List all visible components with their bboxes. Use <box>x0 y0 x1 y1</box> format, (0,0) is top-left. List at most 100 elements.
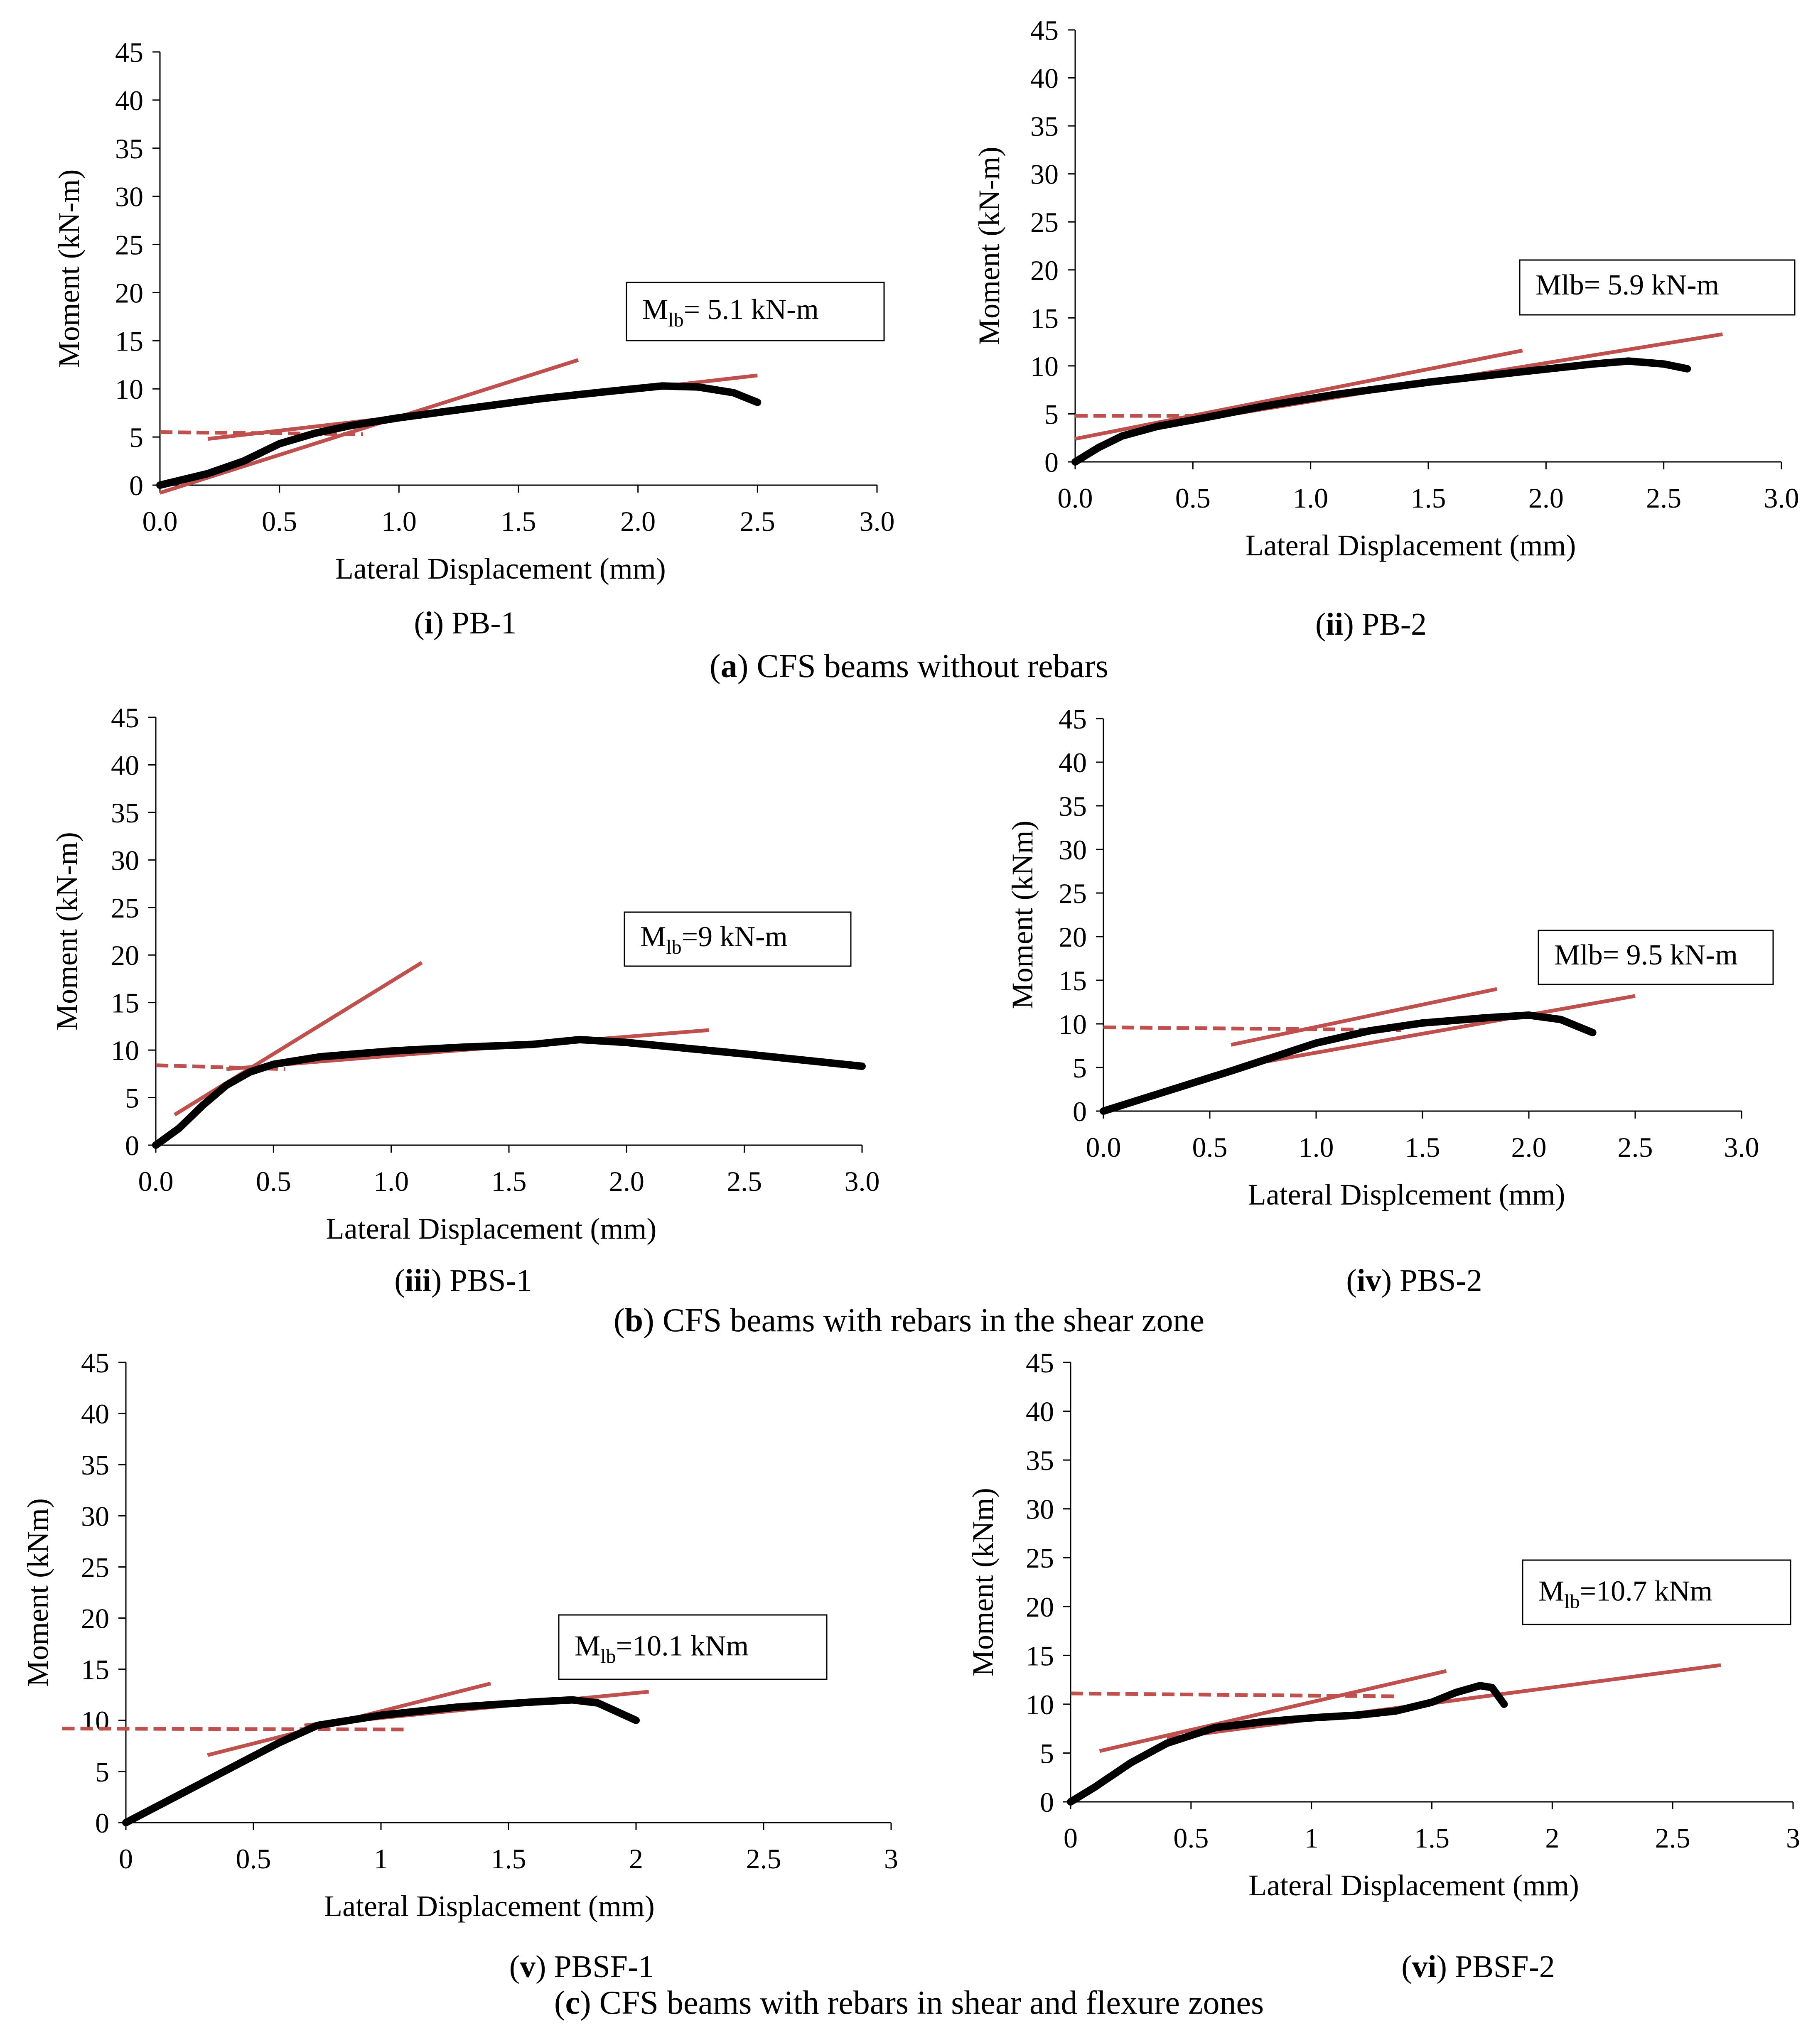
test-curve <box>152 1035 866 1149</box>
x-tick-label: 1.0 <box>373 1166 409 1197</box>
y-axis-label: Moment (kNm) <box>21 1498 54 1687</box>
x-tick-label: 1.5 <box>1414 1822 1449 1854</box>
x-tick-label: 3.0 <box>1764 482 1799 514</box>
y-tick-label: 30 <box>1030 159 1059 190</box>
x-tick-label: 3.0 <box>845 1166 880 1197</box>
y-tick-label: 40 <box>1026 1396 1054 1428</box>
x-tick-label: 2.5 <box>1655 1822 1690 1854</box>
x-tick-label: 2.5 <box>727 1166 762 1197</box>
y-tick-label: 20 <box>115 277 143 309</box>
y-tick-label: 15 <box>81 1654 109 1686</box>
x-tick-label: 3 <box>884 1843 898 1875</box>
panel-caption: (ii) PB-2 <box>1315 607 1427 642</box>
x-tick-label: 0.5 <box>256 1166 291 1197</box>
chart-panel-iii: 0 5 10 15 20 25 30 35 40 45 0.0 0.5 1.0 1.5 2.0 2.5 3.0 L… <box>50 702 880 1298</box>
annotation-prefix: Mlb= 9.5 kN-m <box>1554 939 1738 971</box>
y-axis-label: Moment (kNm) <box>966 1488 1000 1676</box>
x-tick-label: 1.5 <box>501 505 536 537</box>
y-tick-label: 45 <box>111 702 139 734</box>
x-axis-label: Lateral Displacement (mm) <box>324 1889 655 1923</box>
x-axis-label: Lateral Displacement (mm) <box>1248 1869 1579 1902</box>
chart-panel-v: 0 5 10 15 20 25 30 35 40 45 0 0.5 1 1.5 2 2.5 3 Lateral D… <box>21 1347 898 1984</box>
annotation-box: Mlb= 5.1 kN-m <box>626 282 885 341</box>
annotation-frame <box>624 911 852 967</box>
annotation-frame <box>1522 1559 1791 1625</box>
y-tick-label: 45 <box>1030 15 1059 46</box>
y-tick-label: 5 <box>1073 1052 1087 1084</box>
annotation-frame <box>626 282 885 341</box>
x-tick-label: 0.0 <box>138 1166 174 1197</box>
y-tick-label: 25 <box>1026 1542 1054 1574</box>
annotation-text: Mlb= 9.5 kN-m <box>1554 939 1738 971</box>
x-tick-label: 0 <box>119 1843 133 1875</box>
annotation-suffix: =10.7 kNm <box>1580 1575 1712 1607</box>
y-tick-label: 5 <box>125 1082 139 1114</box>
y-tick-label: 25 <box>81 1551 109 1583</box>
annotation-subscript: lb <box>668 309 683 331</box>
y-tick-label: 5 <box>95 1756 109 1788</box>
y-tick-label: 0 <box>1073 1096 1087 1127</box>
y-tick-label: 40 <box>115 85 143 116</box>
x-axis-label: Lateral Displacement (mm) <box>326 1212 657 1245</box>
y-tick-label: 0 <box>129 470 143 501</box>
group-captions: (a) CFS beams without rebars (b) CFS beam… <box>554 648 1264 2021</box>
y-tick-label: 15 <box>1030 302 1059 334</box>
y-axis-label: Moment (kN-m) <box>973 147 1006 345</box>
x-tick-label: 1 <box>1305 1822 1319 1854</box>
x-tick-label: 1.5 <box>1405 1131 1440 1163</box>
y-tick-label: 35 <box>1059 790 1087 822</box>
x-tick-label: 0.5 <box>236 1843 271 1875</box>
y-axis-label: Moment (kN-m) <box>52 169 86 368</box>
y-tick-label: 35 <box>1030 110 1059 142</box>
group-caption-c: (c) CFS beams with rebars in shear and f… <box>554 1985 1264 2021</box>
y-tick-label: 0 <box>1044 447 1059 478</box>
x-tick-label: 2.0 <box>620 505 656 537</box>
panel-caption: (v) PBSF-1 <box>509 1949 654 1984</box>
fit-line-dashed <box>1103 1025 1401 1032</box>
y-tick-label: 40 <box>1059 747 1087 778</box>
panel-caption: (i) PB-1 <box>414 606 516 640</box>
x-tick-label: 2 <box>629 1843 643 1875</box>
x-tick-label: 1.0 <box>1299 1131 1334 1163</box>
test-curve <box>1100 1011 1597 1115</box>
x-tick-label: 0.0 <box>1058 482 1093 514</box>
chart-panel-iv: 0 5 10 15 20 25 30 35 40 45 0.0 0.5 1.0 1.5 2.0 2.5 3.0 L… <box>1006 703 1774 1298</box>
y-tick-label: 15 <box>1059 965 1087 996</box>
fit-line <box>159 358 579 495</box>
y-tick-label: 5 <box>1040 1737 1054 1769</box>
x-tick-label: 3.0 <box>860 505 895 537</box>
x-tick-label: 0.0 <box>142 505 178 537</box>
x-tick-label: 0 <box>1064 1822 1078 1854</box>
chart-panel-vi: 0 5 10 15 20 25 30 35 40 45 0 0.5 1 1.5 2 2.5 3 Lateral D… <box>966 1347 1800 1984</box>
annotation-suffix: =9 kN-m <box>682 921 788 953</box>
annotation-frame <box>1538 930 1774 985</box>
annotation-prefix: M <box>575 1630 600 1662</box>
test-curve <box>122 1696 640 1826</box>
x-axis-label: Lateral Displacement (mm) <box>335 552 666 585</box>
fit-line <box>1099 1669 1447 1753</box>
y-tick-label: 10 <box>1026 1689 1054 1720</box>
y-tick-label: 5 <box>1044 398 1059 430</box>
x-tick-label: 1.5 <box>491 1166 527 1197</box>
annotation-subscript: lb <box>666 936 681 958</box>
y-tick-label: 40 <box>1030 63 1059 94</box>
test-curve <box>156 382 762 489</box>
y-tick-label: 20 <box>1030 255 1059 286</box>
y-tick-label: 20 <box>81 1603 109 1634</box>
x-tick-label: 2 <box>1545 1822 1559 1854</box>
y-tick-label: 10 <box>115 373 143 405</box>
x-tick-label: 3 <box>1786 1822 1800 1854</box>
y-tick-label: 35 <box>81 1449 109 1481</box>
y-tick-label: 10 <box>81 1705 109 1737</box>
x-tick-label: 1.5 <box>1411 482 1446 514</box>
x-tick-label: 2.0 <box>1511 1131 1547 1163</box>
annotation-prefix: Mlb= 5.9 kN-m <box>1535 269 1719 301</box>
y-tick-label: 30 <box>1059 834 1087 866</box>
y-tick-label: 30 <box>1026 1494 1054 1525</box>
x-tick-label: 1.5 <box>491 1843 526 1875</box>
x-tick-label: 3.0 <box>1724 1131 1759 1163</box>
test-curve <box>1071 357 1691 466</box>
y-tick-label: 10 <box>111 1035 139 1066</box>
x-tick-label: 0.0 <box>1086 1131 1121 1163</box>
